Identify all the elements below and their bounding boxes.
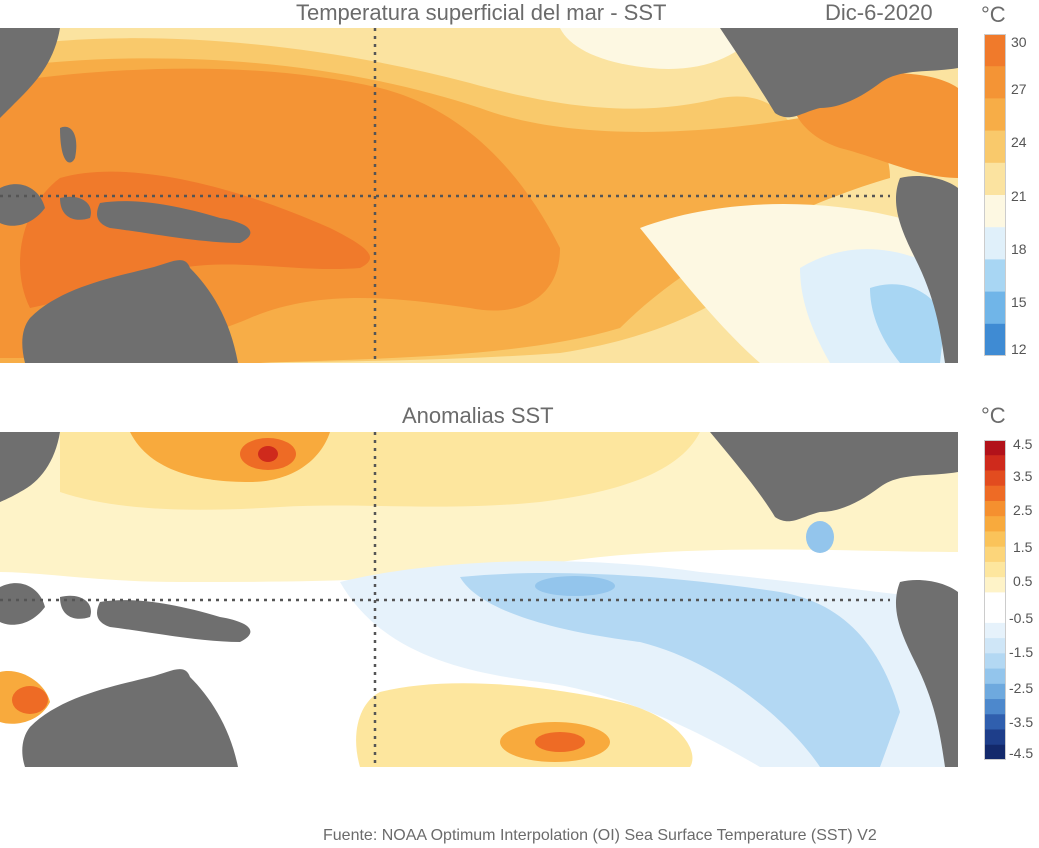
anomaly-colorbar-swatch [984, 607, 1006, 624]
anomaly-tick-4.5: 4.5 [1013, 436, 1033, 452]
anomaly-colorbar-swatch [984, 729, 1006, 746]
anomaly-cool-core [535, 576, 615, 596]
anomaly-colorbar [984, 440, 1006, 760]
data-source-credit: Fuente: NOAA Optimum Interpolation (OI) … [323, 827, 877, 844]
sst-indonesia-land [0, 126, 251, 243]
sst-humboldt-cold [870, 284, 945, 363]
anomaly-colorbar-swatch [984, 638, 1006, 654]
anomaly-colorbar-swatch [984, 546, 1006, 563]
anomaly-colorbar-border [984, 440, 1006, 760]
sst-map-date: Dic-6-2020 [825, 0, 933, 25]
sst-colorbar-swatch [984, 34, 1006, 67]
anomaly-tick-1.5: 1.5 [1013, 539, 1033, 555]
anomaly-colorbar-swatch [984, 577, 1006, 593]
anomaly-tick-0.5: 0.5 [1013, 573, 1033, 589]
sst-tick-24: 24 [1011, 134, 1027, 150]
anomaly-tick-neg1.5: -1.5 [1009, 644, 1034, 660]
anomaly-indonesia-land [0, 583, 251, 642]
anomaly-tick-neg3.5: -3.5 [1009, 714, 1034, 730]
sst-colorbar-swatch [984, 130, 1006, 164]
anomaly-tick-2.5: 2.5 [1013, 502, 1033, 518]
anomaly-colorbar-swatch [984, 485, 1006, 502]
sst-colorbar-swatch [984, 323, 1006, 356]
anomaly-map-title: Anomalias SST [402, 403, 554, 428]
anomaly-colorbar-swatch [984, 531, 1006, 548]
anomaly-colorbar-swatch [984, 668, 1006, 685]
anomaly-colorbar-swatch [984, 592, 1006, 609]
anomaly-colorbar-swatch [984, 516, 1006, 532]
anomaly-map [0, 432, 958, 767]
sst-asia-land [0, 28, 60, 118]
sst-south-america-land [895, 176, 958, 363]
anomaly-colorbar-swatch [984, 714, 1006, 731]
sst-north-cool [560, 28, 760, 69]
sst-map-title: Temperatura superficial del mar - SST [296, 0, 667, 25]
anomaly-south-america-land [895, 580, 958, 767]
anomaly-south-peak [535, 732, 585, 752]
anomaly-tick-neg4.5: -4.5 [1009, 745, 1034, 761]
anomaly-cool-band [460, 572, 900, 767]
anomaly-tick-neg0.5: -0.5 [1009, 610, 1034, 626]
sst-colorbar-swatch [984, 291, 1006, 325]
anomaly-colorbar-swatch [984, 699, 1006, 715]
sst-colorbar-swatch [984, 162, 1006, 196]
sst-map [0, 28, 958, 363]
anomaly-colorbar-swatch [984, 622, 1006, 639]
anomaly-north-america-land [710, 432, 958, 522]
anomaly-north-peak-core [258, 446, 278, 462]
sst-tick-15: 15 [1011, 294, 1027, 310]
anomaly-colorbar-swatch [984, 653, 1006, 670]
anomaly-colorbar-swatch [984, 500, 1006, 517]
anomaly-colorbar-swatch [984, 455, 1006, 471]
anomaly-asia-land [0, 432, 60, 502]
sst-tick-18: 18 [1011, 241, 1027, 257]
sst-colorbar-swatch [984, 259, 1006, 293]
anomaly-australia-peak [12, 686, 48, 714]
sst-colorbar-swatch [984, 98, 1006, 132]
anomaly-colorbar-swatch [984, 744, 1006, 760]
sst-colorbar-swatch [984, 227, 1006, 260]
anomaly-colorbar-swatch [984, 561, 1006, 578]
anomaly-colorbar-swatch [984, 470, 1006, 487]
sst-tick-27: 27 [1011, 81, 1027, 97]
anomaly-tick-neg2.5: -2.5 [1009, 680, 1034, 696]
sst-north-america-land [720, 28, 958, 118]
anomaly-colorbar-unit: °C [981, 403, 1006, 428]
anomaly-tick-3.5: 3.5 [1013, 468, 1033, 484]
anomaly-australia-land [22, 669, 239, 767]
anomaly-central-america-cool [806, 521, 834, 553]
anomaly-colorbar-swatch [984, 440, 1006, 456]
sst-tick-21: 21 [1011, 188, 1027, 204]
sst-colorbar-unit: °C [981, 2, 1006, 27]
anomaly-colorbar-swatch [984, 683, 1006, 700]
sst-colorbar [984, 34, 1006, 356]
sst-tick-30: 30 [1011, 34, 1027, 50]
sst-tick-12: 12 [1011, 341, 1027, 357]
sst-colorbar-swatch [984, 195, 1006, 228]
sst-australia-land [22, 260, 239, 363]
sst-colorbar-swatch [984, 66, 1006, 99]
sst-colorbar-border [984, 34, 1006, 356]
